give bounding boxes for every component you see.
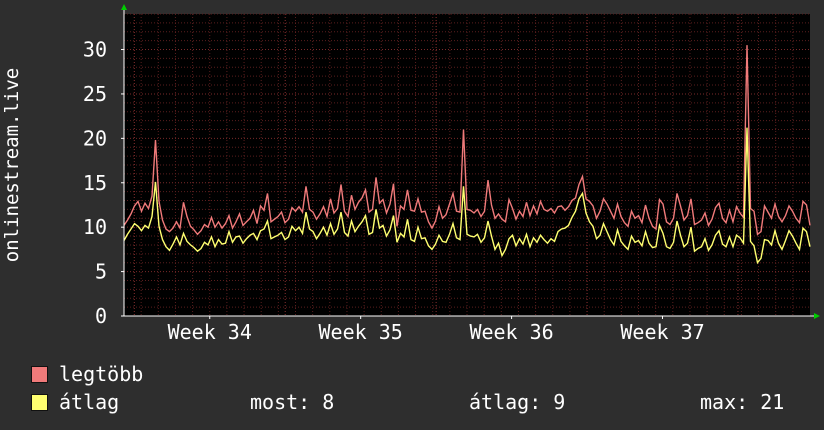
series-line-legtobb	[123, 45, 811, 236]
legend: legtöbb átlag most: 8 átlag: 9 max: 21	[31, 362, 811, 418]
legend-label: átlag	[59, 390, 120, 414]
stat-max: max: 21	[700, 390, 785, 414]
series-layer	[123, 45, 811, 265]
legtobb-swatch	[31, 366, 48, 383]
y-tick-label: 5	[95, 260, 107, 284]
y-tick-label: 25	[83, 82, 107, 106]
legend-item-atlag: átlag most: 8 átlag: 9 max: 21	[31, 390, 811, 418]
y-tick-label: 20	[83, 126, 107, 150]
x-tick-label: Week 36	[469, 320, 553, 344]
axes	[121, 4, 820, 319]
y-tick-label: 10	[83, 215, 107, 239]
y-axis-label: onlinestream.live	[1, 68, 23, 262]
stat-atlag: átlag: 9	[469, 390, 566, 414]
series-line-atlag	[123, 127, 811, 265]
y-axis-arrow	[121, 4, 127, 10]
x-tick-label: Week 34	[168, 320, 252, 344]
legend-label: legtöbb	[59, 362, 144, 386]
y-tick-label: 0	[95, 304, 107, 328]
y-ticks: 0 5 10 15 20 25 30	[83, 38, 124, 328]
atlag-swatch	[31, 394, 48, 411]
legend-item-legtobb: legtöbb	[31, 362, 811, 390]
x-ticks: Week 34 Week 35 Week 36 Week 37	[168, 316, 705, 344]
stat-most: most: 8	[250, 390, 335, 414]
y-tick-label: 15	[83, 171, 107, 195]
grid	[124, 13, 810, 316]
x-tick-label: Week 35	[319, 320, 403, 344]
x-axis-arrow	[814, 313, 820, 319]
x-tick-label: Week 37	[620, 320, 704, 344]
y-tick-label: 30	[83, 38, 107, 62]
